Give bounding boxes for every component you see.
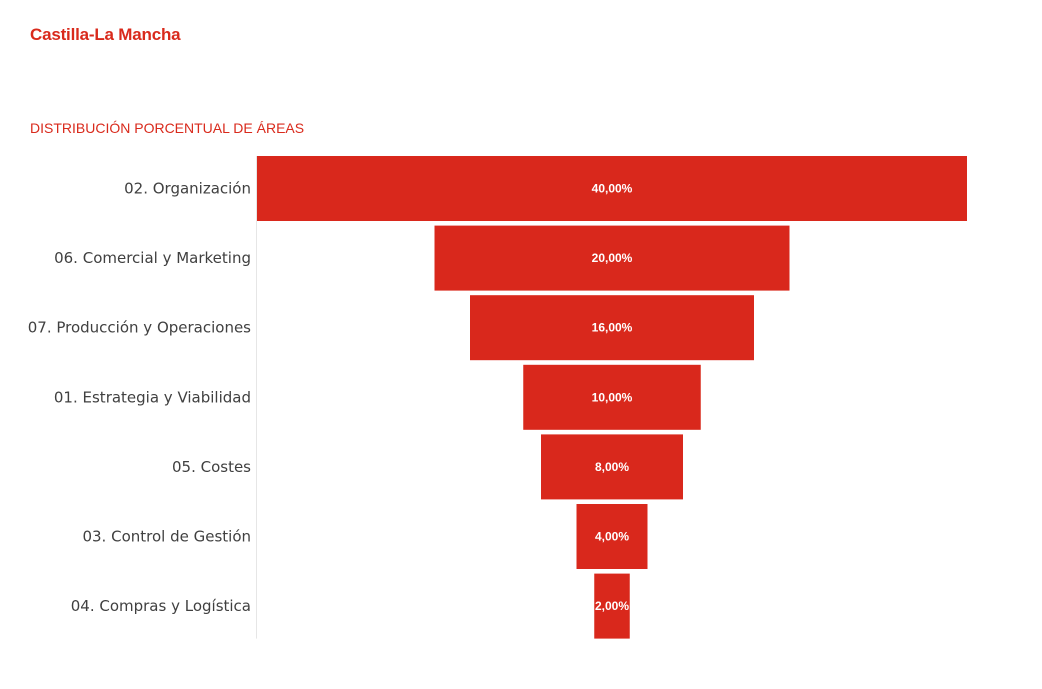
data-label: 2,00%: [595, 599, 629, 613]
category-label: 02. Organización: [124, 180, 251, 198]
data-label: 8,00%: [595, 460, 629, 474]
funnel-bar[interactable]: [576, 504, 648, 569]
category-label: 04. Compras y Logística: [71, 597, 251, 615]
data-label: 16,00%: [592, 321, 633, 335]
category-label: 03. Control de Gestión: [82, 528, 251, 546]
data-label: 10,00%: [592, 390, 633, 404]
chart-title: DISTRIBUCIÓN PORCENTUAL DE ÁREAS: [30, 120, 305, 136]
funnel-bar[interactable]: [470, 295, 754, 361]
funnel-bar[interactable]: [541, 434, 683, 500]
category-label: 06. Comercial y Marketing: [54, 249, 251, 267]
region-title: Castilla-La Mancha: [30, 25, 181, 44]
data-label: 4,00%: [595, 530, 629, 544]
data-label: 40,00%: [592, 182, 633, 196]
funnel-bar[interactable]: [434, 225, 790, 291]
category-label: 01. Estrategia y Viabilidad: [54, 388, 251, 406]
category-label: 05. Costes: [172, 458, 251, 476]
funnel-bar[interactable]: [523, 364, 701, 430]
data-label: 20,00%: [592, 251, 633, 265]
category-label: 07. Producción y Operaciones: [28, 319, 251, 337]
funnel-bar[interactable]: [594, 573, 630, 639]
funnel-bar[interactable]: [257, 156, 967, 221]
